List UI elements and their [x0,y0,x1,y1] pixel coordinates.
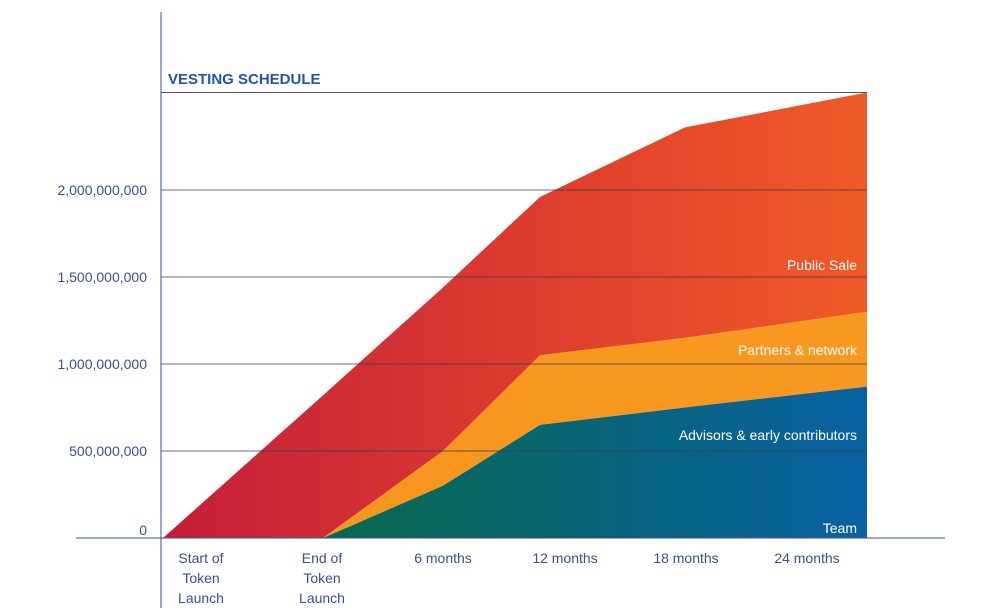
x-tick-label: 18 months [653,550,718,566]
x-tick-label: 6 months [414,550,472,566]
series-label: Partners & network [738,342,858,358]
area-public-sale [163,92,867,538]
x-tick-label: 12 months [532,550,597,566]
series-label: Advisors & early contributors [679,427,857,443]
area-advisors-early-contributors [163,311,867,538]
area-team [163,386,867,538]
chart-title: VESTING SCHEDULE [168,71,321,88]
x-tick-label: 24 months [774,550,839,566]
y-tick-label: 2,000,000,000 [57,182,147,198]
y-tick-label: 0 [139,522,147,538]
x-tick-label: End of Token Launch [299,550,345,606]
series-label: Public Sale [787,257,857,273]
x-tick-label: Start of Token Launch [178,550,224,606]
y-tick-label: 500,000,000 [69,443,147,459]
y-tick-label: 1,000,000,000 [57,356,147,372]
y-tick-label: 1,500,000,000 [57,269,147,285]
series-label: Team [823,520,857,536]
